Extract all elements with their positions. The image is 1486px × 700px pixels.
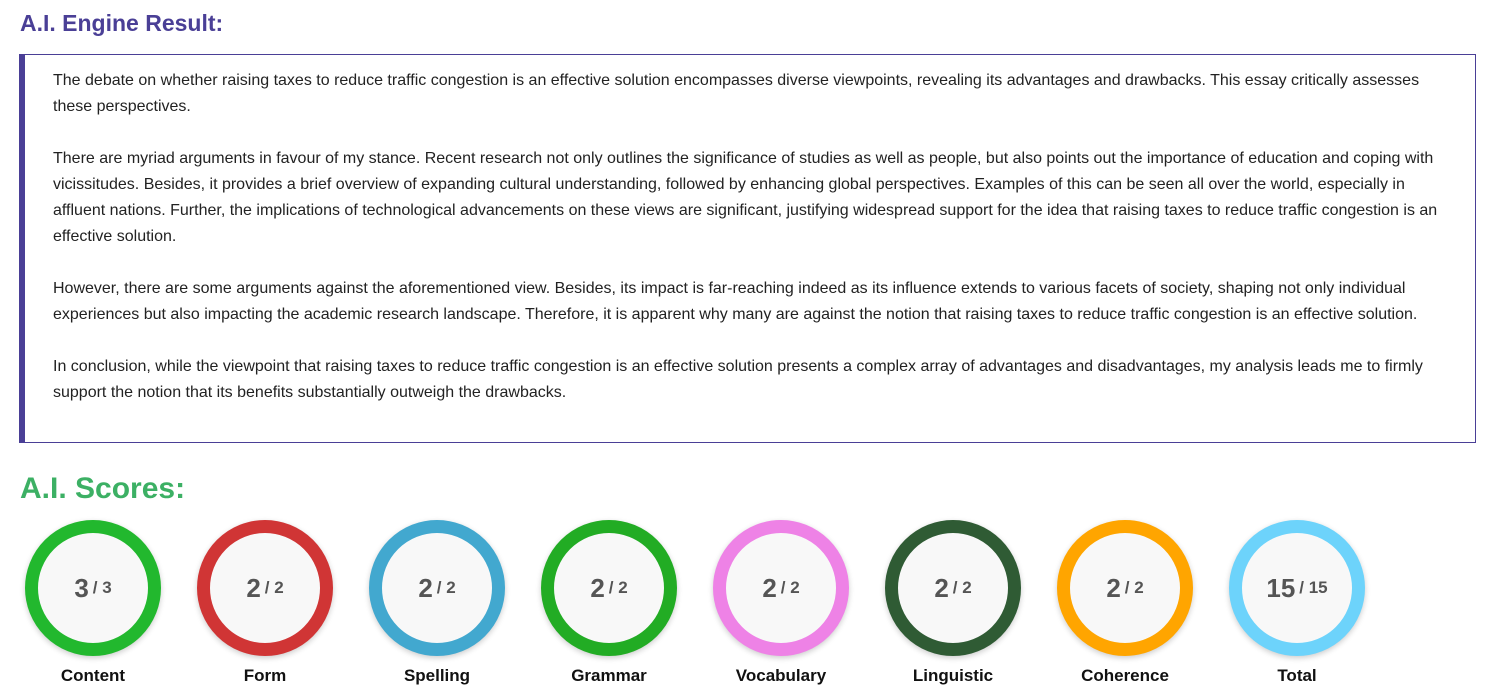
essay-paragraph: There are myriad arguments in favour of …: [53, 150, 1438, 245]
score-vocabulary: 2/ 2 Vocabulary: [695, 520, 867, 686]
score-label: Content: [60, 666, 126, 685]
score-form: 2/ 2 Form: [179, 520, 351, 686]
score-ring: 2/ 2: [541, 520, 677, 656]
score-grammar: 2/ 2 Grammar: [523, 520, 695, 686]
score-content: 3/ 3 Content: [7, 520, 179, 686]
score-value: 2: [418, 572, 433, 603]
score-label: Total: [1277, 666, 1317, 685]
score-ring: 2/ 2: [369, 520, 505, 656]
essay-text: The debate on whether raising taxes to r…: [53, 68, 1453, 432]
score-spelling: 2/ 2 Spelling: [351, 520, 523, 686]
score-ring: 2/ 2: [713, 520, 849, 656]
result-heading: A.I. Engine Result:: [20, 10, 224, 36]
score-label: Vocabulary: [735, 666, 827, 685]
score-value: 2: [1106, 572, 1121, 603]
score-label: Spelling: [403, 666, 471, 685]
score-value: 2: [246, 572, 261, 603]
score-ring: 15/ 15: [1229, 520, 1365, 656]
essay-paragraph: However, there are some arguments agains…: [53, 280, 1418, 323]
essay-box: The debate on whether raising taxes to r…: [19, 54, 1476, 443]
score-max: / 15: [1299, 578, 1328, 597]
essay-paragraph: In conclusion, while the viewpoint that …: [53, 358, 1423, 401]
score-value: 3: [74, 572, 89, 603]
score-linguistic: 2/ 2 Linguistic: [867, 520, 1039, 686]
score-max: / 2: [780, 578, 800, 597]
score-ring: 3/ 3: [25, 520, 161, 656]
score-max: / 2: [608, 578, 628, 597]
score-max: / 2: [1124, 578, 1144, 597]
score-value: 2: [762, 572, 777, 603]
score-max: / 2: [264, 578, 284, 597]
score-label: Coherence: [1081, 666, 1169, 685]
score-label: Form: [243, 666, 287, 685]
score-value: 2: [590, 572, 605, 603]
score-ring: 2/ 2: [1057, 520, 1193, 656]
score-label: Linguistic: [912, 666, 994, 685]
score-max: / 3: [92, 578, 112, 597]
score-ring: 2/ 2: [885, 520, 1021, 656]
score-label: Grammar: [571, 666, 647, 685]
score-coherence: 2/ 2 Coherence: [1039, 520, 1211, 686]
score-total: 15/ 15 Total: [1211, 520, 1383, 686]
score-value: 15: [1266, 572, 1296, 603]
score-ring: 2/ 2: [197, 520, 333, 656]
score-max: / 2: [952, 578, 972, 597]
score-max: / 2: [436, 578, 456, 597]
scores-heading: A.I. Scores:: [20, 472, 186, 505]
essay-paragraph: The debate on whether raising taxes to r…: [53, 72, 1420, 115]
score-value: 2: [934, 572, 949, 603]
